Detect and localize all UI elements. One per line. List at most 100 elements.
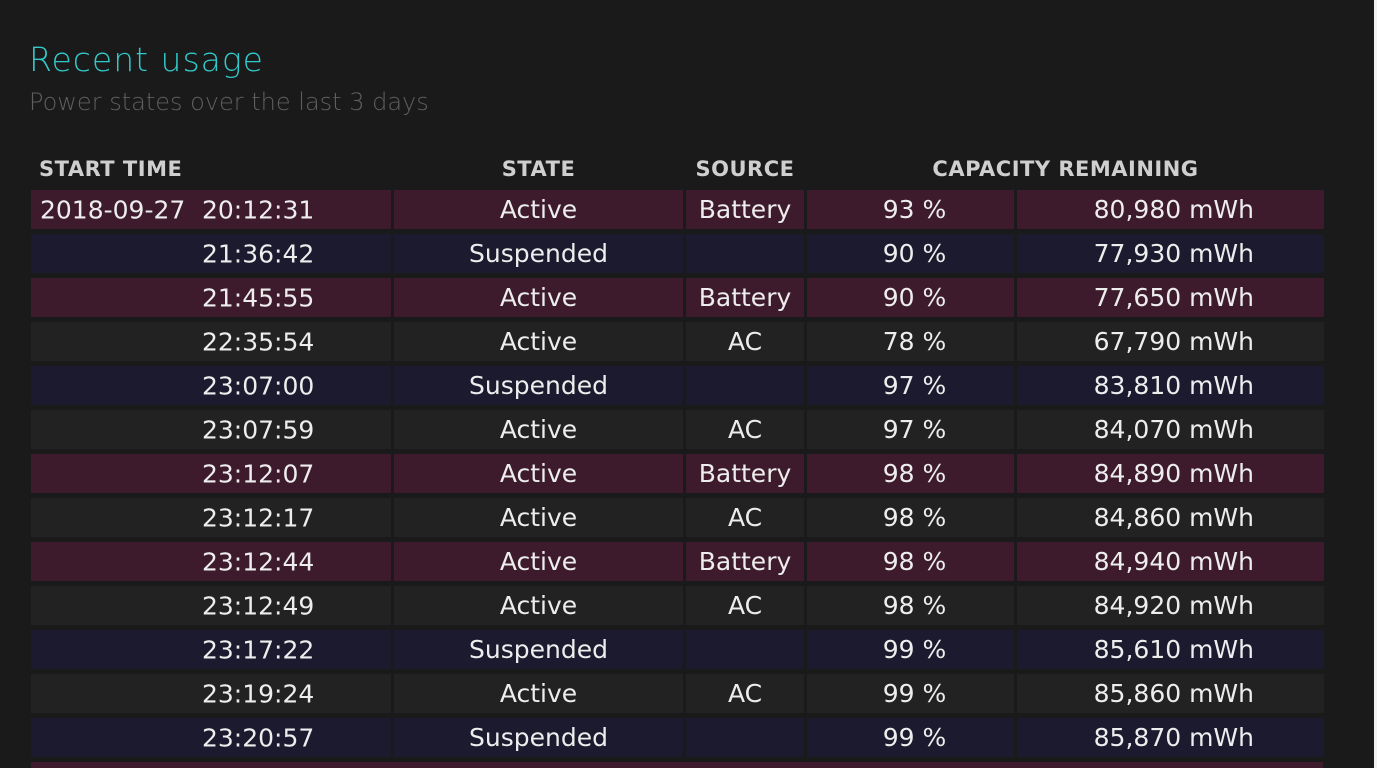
start-time: 23:07:00 <box>202 371 315 400</box>
cell-capacity-percent: 90 % <box>807 278 1014 317</box>
cell-capacity-mwh: 83,810 mWh <box>1017 366 1324 405</box>
cell-start-time: 23:07:00 <box>31 366 391 405</box>
cell-start-time: 23:12:44 <box>31 542 391 581</box>
cell-source <box>686 366 804 405</box>
cell-capacity-percent: 93 % <box>807 190 1014 229</box>
cell-capacity-mwh: 77,930 mWh <box>1017 234 1324 273</box>
column-header-capacity-remaining: CAPACITY REMAINING <box>932 157 1199 181</box>
cell-source: Battery <box>686 190 804 229</box>
table-row-partial <box>31 762 1323 768</box>
cell-source: Battery <box>686 278 804 317</box>
cell-start-time: 21:36:42 <box>31 234 391 273</box>
start-time: 23:12:17 <box>202 503 315 532</box>
start-time: 23:20:57 <box>202 723 315 752</box>
cell-start-time: 23:12:07 <box>31 454 391 493</box>
cell-capacity-percent: 98 % <box>807 586 1014 625</box>
cell-start-time: 21:45:55 <box>31 278 391 317</box>
cell-source: AC <box>686 498 804 537</box>
cell-capacity-percent: 98 % <box>807 542 1014 581</box>
cell-state: Active <box>394 674 683 713</box>
column-header-state: STATE <box>501 157 576 181</box>
cell-state: Active <box>394 586 683 625</box>
section-title: Recent usage <box>29 40 264 79</box>
cell-capacity-mwh: 84,920 mWh <box>1017 586 1324 625</box>
table-body: 2018-09-27 20:12:31 Active Battery 93 % 80,98… <box>31 190 1324 757</box>
table-row: 21:45:55 Active Battery 90 % 77,650 mWh <box>31 278 1324 317</box>
cell-capacity-percent: 97 % <box>807 410 1014 449</box>
cell-start-time: 23:07:59 <box>31 410 391 449</box>
cell-capacity-mwh: 77,650 mWh <box>1017 278 1324 317</box>
start-time: 23:17:22 <box>202 635 315 664</box>
cell-start-time: 22:35:54 <box>31 322 391 361</box>
cell-start-time: 2018-09-27 20:12:31 <box>31 190 391 229</box>
cell-state: Suspended <box>394 366 683 405</box>
table-row: 22:35:54 Active AC 78 % 67,790 mWh <box>31 322 1324 361</box>
cell-state: Suspended <box>394 234 683 273</box>
cell-state: Suspended <box>394 630 683 669</box>
start-time: 20:12:31 <box>202 195 315 224</box>
cell-start-time: 23:20:57 <box>31 718 391 757</box>
start-time: 23:12:49 <box>202 591 315 620</box>
section-subtitle: Power states over the last 3 days <box>29 88 429 116</box>
cell-capacity-percent: 97 % <box>807 366 1014 405</box>
start-date: 2018-09-27 <box>40 195 186 224</box>
cell-capacity-mwh: 84,940 mWh <box>1017 542 1324 581</box>
column-header-start-time: START TIME <box>39 157 183 181</box>
cell-capacity-percent: 98 % <box>807 454 1014 493</box>
table-row: 23:12:17 Active AC 98 % 84,860 mWh <box>31 498 1324 537</box>
start-time: 22:35:54 <box>202 327 315 356</box>
cell-start-time: 23:12:49 <box>31 586 391 625</box>
table-row: 23:12:07 Active Battery 98 % 84,890 mWh <box>31 454 1324 493</box>
cell-capacity-percent: 99 % <box>807 718 1014 757</box>
recent-usage-table: START TIME STATE SOURCE CAPACITY REMAINI… <box>28 148 1327 762</box>
table-row: 23:19:24 Active AC 99 % 85,860 mWh <box>31 674 1324 713</box>
cell-state: Active <box>394 542 683 581</box>
cell-capacity-mwh: 85,610 mWh <box>1017 630 1324 669</box>
cell-source: AC <box>686 586 804 625</box>
cell-state: Suspended <box>394 718 683 757</box>
table-row: 2018-09-27 20:12:31 Active Battery 93 % 80,98… <box>31 190 1324 229</box>
cell-state: Active <box>394 322 683 361</box>
table-row: 23:20:57 Suspended 99 % 85,870 mWh <box>31 718 1324 757</box>
cell-state: Active <box>394 278 683 317</box>
cell-capacity-mwh: 67,790 mWh <box>1017 322 1324 361</box>
cell-capacity-mwh: 84,890 mWh <box>1017 454 1324 493</box>
cell-capacity-percent: 78 % <box>807 322 1014 361</box>
cell-start-time: 23:17:22 <box>31 630 391 669</box>
cell-capacity-percent: 90 % <box>807 234 1014 273</box>
cell-source: AC <box>686 674 804 713</box>
cell-state: Active <box>394 410 683 449</box>
cell-capacity-percent: 99 % <box>807 630 1014 669</box>
cell-start-time: 23:19:24 <box>31 674 391 713</box>
table-row: 21:36:42 Suspended 90 % 77,930 mWh <box>31 234 1324 273</box>
window-edge <box>1374 0 1377 768</box>
cell-source <box>686 718 804 757</box>
table-row: 23:12:44 Active Battery 98 % 84,940 mWh <box>31 542 1324 581</box>
cell-capacity-mwh: 85,870 mWh <box>1017 718 1324 757</box>
table-row: 23:17:22 Suspended 99 % 85,610 mWh <box>31 630 1324 669</box>
start-time: 23:12:44 <box>202 547 315 576</box>
cell-capacity-percent: 98 % <box>807 498 1014 537</box>
table-header-row: START TIME STATE SOURCE CAPACITY REMAINI… <box>31 153 1324 185</box>
table-row: 23:12:49 Active AC 98 % 84,920 mWh <box>31 586 1324 625</box>
cell-source: AC <box>686 322 804 361</box>
cell-source: Battery <box>686 454 804 493</box>
start-time: 23:19:24 <box>202 679 315 708</box>
cell-capacity-mwh: 80,980 mWh <box>1017 190 1324 229</box>
cell-source <box>686 630 804 669</box>
start-time: 21:36:42 <box>202 239 315 268</box>
cell-state: Active <box>394 498 683 537</box>
cell-state: Active <box>394 190 683 229</box>
cell-capacity-mwh: 85,860 mWh <box>1017 674 1324 713</box>
cell-capacity-mwh: 84,860 mWh <box>1017 498 1324 537</box>
cell-source: Battery <box>686 542 804 581</box>
table-row: 23:07:59 Active AC 97 % 84,070 mWh <box>31 410 1324 449</box>
cell-capacity-mwh: 84,070 mWh <box>1017 410 1324 449</box>
cell-start-time: 23:12:17 <box>31 498 391 537</box>
cell-source <box>686 234 804 273</box>
start-time: 23:07:59 <box>202 415 315 444</box>
table-row: 23:07:00 Suspended 97 % 83,810 mWh <box>31 366 1324 405</box>
start-time: 23:12:07 <box>202 459 315 488</box>
cell-state: Active <box>394 454 683 493</box>
